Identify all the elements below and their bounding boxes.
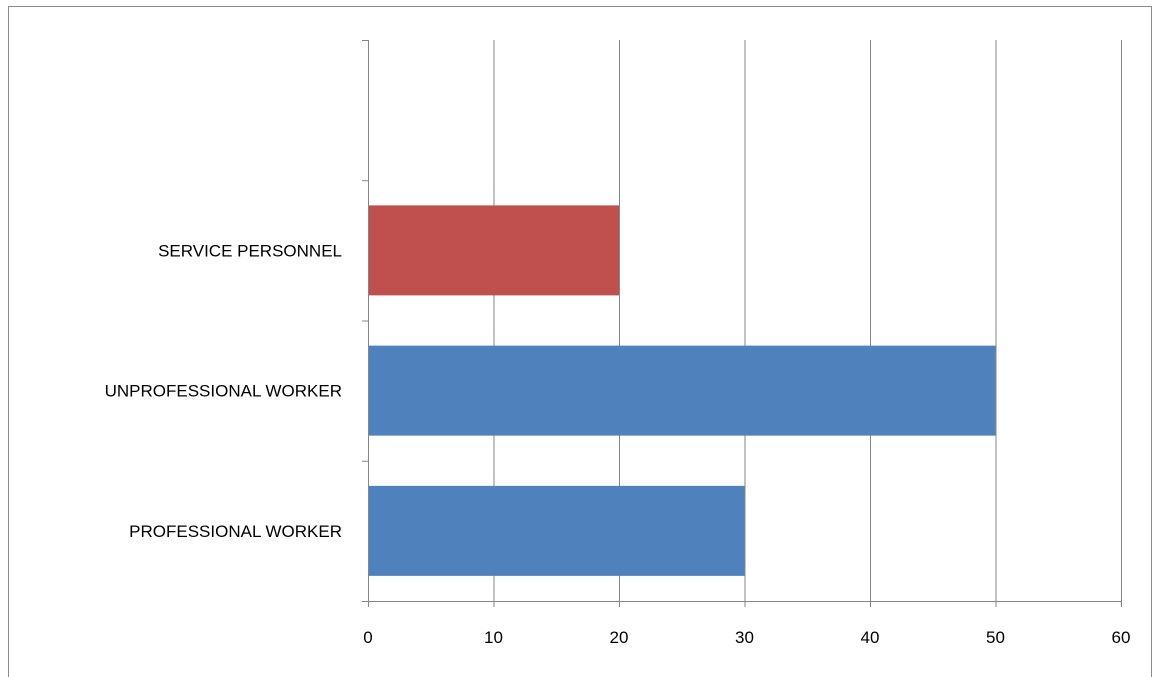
category-label: UNPROFESSIONAL WORKER — [105, 382, 342, 401]
x-tick-label: 50 — [986, 628, 1005, 647]
category-label: PROFESSIONAL WORKER — [129, 522, 342, 541]
axes — [362, 40, 1122, 607]
labels: 0 10 20 30 40 50 60 PROFESSIONAL WORKER UNPROFES… — [105, 241, 1131, 647]
x-tick-label: 10 — [484, 628, 503, 647]
gridlines — [493, 40, 1122, 601]
x-tick-label: 30 — [735, 628, 754, 647]
x-tick-label: 40 — [861, 628, 880, 647]
x-tick-label: 20 — [610, 628, 629, 647]
bar-service-personnel — [368, 205, 619, 296]
bars — [368, 205, 996, 576]
category-label: SERVICE PERSONNEL — [158, 241, 342, 260]
bar-unprofessional-worker — [368, 345, 996, 436]
x-tick-label: 0 — [363, 628, 372, 647]
x-tick-label: 60 — [1112, 628, 1131, 647]
bar-professional-worker — [368, 485, 745, 576]
